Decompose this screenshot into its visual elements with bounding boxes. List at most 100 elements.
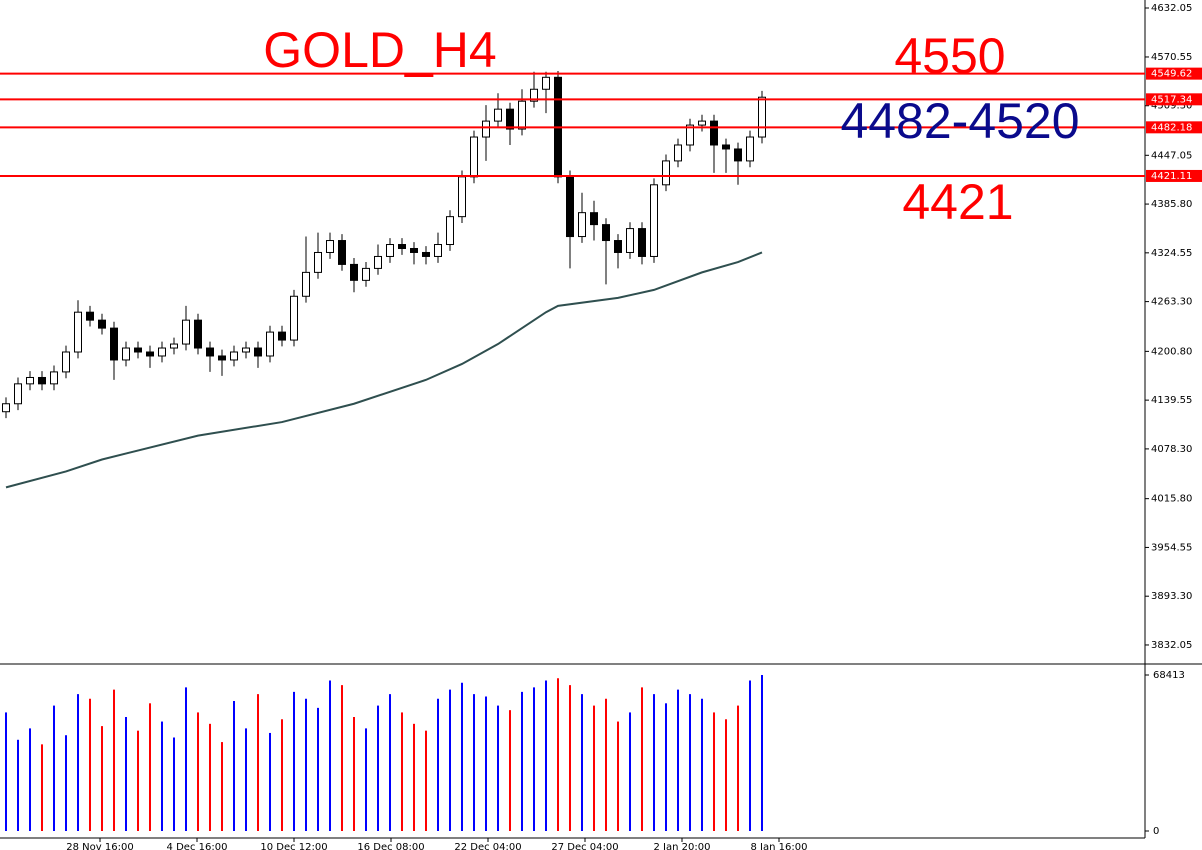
annotation: 4482-4520 <box>840 93 1079 149</box>
y-tick-label: 4447.05 <box>1151 150 1192 161</box>
candle-body <box>674 144 682 162</box>
candle-body <box>470 136 478 178</box>
candle-body <box>374 255 382 269</box>
candle-body <box>254 347 262 357</box>
candle-body <box>350 263 358 281</box>
x-tick-label: 10 Dec 12:00 <box>260 842 327 850</box>
y-tick-label: 4139.55 <box>1151 395 1192 406</box>
y-tick-label: 4632.05 <box>1151 3 1192 14</box>
candle-body <box>98 319 106 329</box>
x-tick-label: 8 Jan 16:00 <box>751 842 808 850</box>
candle-body <box>422 251 430 257</box>
candle-body <box>746 136 754 162</box>
candle-body <box>38 376 46 385</box>
candle-body <box>494 108 502 122</box>
volume-tick-label: 68413 <box>1153 670 1185 681</box>
candle-body <box>734 148 742 162</box>
candle-body <box>170 343 178 349</box>
y-tick-label: 4324.55 <box>1151 248 1192 259</box>
candle-body <box>710 120 718 146</box>
level-label: 4482.18 <box>1151 122 1192 133</box>
x-tick-label: 28 Nov 16:00 <box>66 842 133 850</box>
candle-body <box>398 244 406 249</box>
candle-body <box>686 124 694 146</box>
x-tick-label: 2 Jan 20:00 <box>654 842 711 850</box>
y-tick-label: 4263.30 <box>1151 297 1192 308</box>
candle-body <box>122 347 130 361</box>
y-tick-label: 4015.80 <box>1151 494 1192 505</box>
level-label: 4421.11 <box>1151 171 1192 182</box>
annotation: 4550 <box>894 28 1005 84</box>
candle-body <box>26 376 34 385</box>
candle-body <box>62 351 70 373</box>
candle-body <box>638 228 646 257</box>
candle-body <box>86 311 94 321</box>
level-label: 4549.62 <box>1151 69 1192 80</box>
candle-body <box>110 327 118 361</box>
y-tick-label: 3893.30 <box>1151 591 1192 602</box>
x-tick-label: 4 Dec 16:00 <box>167 842 228 850</box>
x-tick-label: 16 Dec 08:00 <box>357 842 424 850</box>
x-tick-label: 22 Dec 04:00 <box>454 842 521 850</box>
y-tick-label: 3954.55 <box>1151 542 1192 553</box>
candle-body <box>650 184 658 257</box>
level-label: 4517.34 <box>1151 94 1192 105</box>
candle-body <box>386 244 394 257</box>
candle-body <box>446 216 454 246</box>
chart-title: GOLD_H4 <box>263 22 496 78</box>
candle-body <box>50 371 58 385</box>
candle-body <box>662 160 670 186</box>
candle-body <box>362 267 370 281</box>
candle-body <box>290 295 298 341</box>
candle-body <box>518 100 526 130</box>
candle-body <box>74 311 82 353</box>
y-tick-label: 4200.80 <box>1151 346 1192 357</box>
candle-body <box>482 120 490 138</box>
x-tick-label: 27 Dec 04:00 <box>551 842 618 850</box>
candle-body <box>218 355 226 361</box>
level-label-bg <box>1146 93 1202 106</box>
candle-body <box>566 176 574 238</box>
y-tick-label: 4509.30 <box>1151 101 1192 112</box>
candle-body <box>698 120 706 126</box>
candle-body <box>2 403 10 413</box>
y-tick-label: 4570.55 <box>1151 52 1192 63</box>
candle-body <box>242 347 250 353</box>
candle-body <box>134 347 142 353</box>
candle-body <box>542 76 550 90</box>
candle-body <box>530 88 538 102</box>
y-tick-label: 4385.80 <box>1151 199 1192 210</box>
volume-tick-label: 0 <box>1153 826 1159 837</box>
candle-body <box>722 144 730 150</box>
moving-average <box>5 251 763 489</box>
candle-body <box>578 212 586 238</box>
candle-body <box>506 108 514 130</box>
y-tick-label: 3832.05 <box>1151 640 1192 651</box>
candle-body <box>266 331 274 357</box>
candle-body <box>326 240 334 253</box>
candle-body <box>146 351 154 357</box>
candle-body <box>194 319 202 349</box>
candle-body <box>758 96 766 138</box>
candle-body <box>410 247 418 253</box>
y-tick-label: 4078.30 <box>1151 444 1192 455</box>
candle-body <box>314 251 322 273</box>
candle-body <box>182 319 190 345</box>
level-label-bg <box>1146 169 1202 182</box>
candle-body <box>14 383 22 405</box>
candle-body <box>590 212 598 226</box>
candle-body <box>458 176 466 218</box>
candle-body <box>230 351 238 361</box>
annotation: 4421 <box>902 174 1013 230</box>
candle-body <box>278 331 286 341</box>
candle-body <box>626 228 634 253</box>
candle-body <box>602 224 610 242</box>
level-label-bg <box>1146 121 1202 134</box>
candle-body <box>434 244 442 257</box>
candle-body <box>338 240 346 265</box>
candle-body <box>302 271 310 297</box>
level-label-bg <box>1146 67 1202 80</box>
candle-body <box>206 347 214 357</box>
